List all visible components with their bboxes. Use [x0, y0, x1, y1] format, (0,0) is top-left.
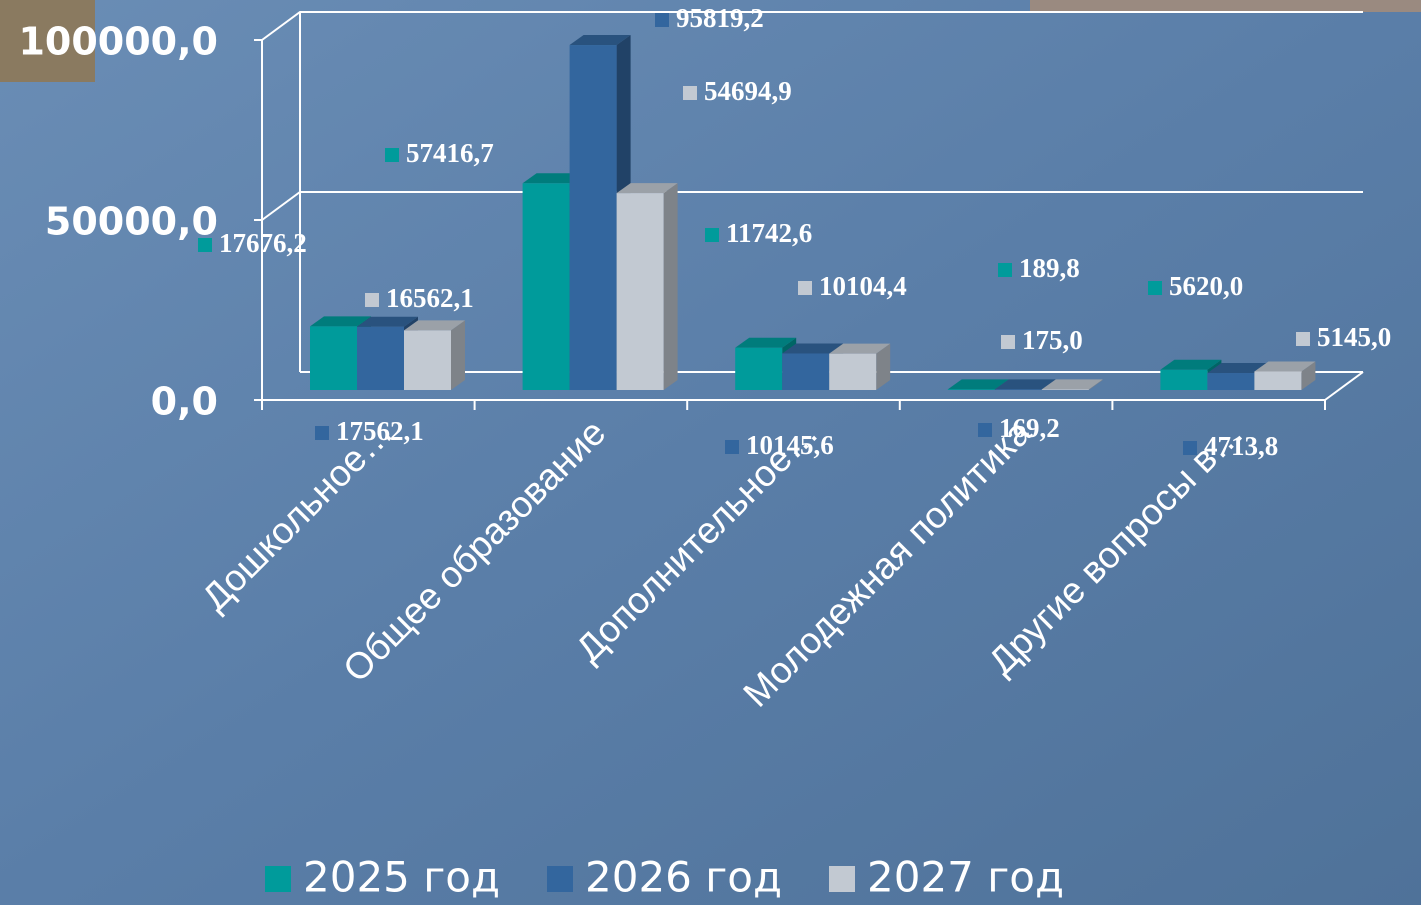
value-label-key [1296, 332, 1310, 346]
value-label: 4713,8 [1204, 431, 1278, 461]
bar-top [947, 379, 1009, 390]
bar-top [1041, 379, 1103, 390]
bar-side [663, 183, 678, 390]
bar [404, 330, 451, 390]
bar [782, 353, 830, 390]
bar-side [1301, 361, 1316, 390]
y-tick-label: 50000,0 [45, 200, 218, 244]
photo-strip [1030, 0, 1421, 12]
bar-top [569, 35, 631, 46]
bar [1254, 371, 1302, 390]
value-label-key [385, 148, 399, 162]
bar [735, 347, 783, 390]
value-label: 10104,4 [819, 271, 907, 301]
value-label: 57416,7 [406, 138, 494, 168]
legend-label: 2026 год [585, 853, 782, 902]
photo-corner [0, 0, 95, 82]
bar [1207, 373, 1255, 390]
grid-line [261, 191, 1363, 221]
bar-side [451, 320, 465, 390]
value-label-key [998, 263, 1012, 277]
bar [522, 183, 570, 390]
value-label-key [198, 238, 212, 252]
legend-key [265, 866, 291, 892]
value-label: 10145,6 [746, 430, 834, 460]
bar [1160, 369, 1208, 390]
value-label: 5620,0 [1169, 271, 1243, 301]
bar [994, 389, 1042, 390]
value-label-key [725, 440, 739, 454]
bar-top [357, 316, 418, 327]
bar-top [994, 379, 1056, 390]
y-tick-label: 0,0 [151, 380, 218, 424]
value-label: 169,2 [999, 413, 1060, 443]
bar-side [876, 343, 891, 390]
value-label: 54694,9 [704, 76, 792, 106]
bar [829, 353, 877, 390]
bar-top [522, 173, 584, 184]
bar-top [1207, 363, 1269, 374]
value-label: 16562,1 [386, 283, 474, 313]
bar [569, 45, 617, 391]
grid-line [261, 11, 1363, 41]
value-label: 11742,6 [726, 218, 812, 248]
bar-top [829, 343, 891, 354]
bar [310, 326, 357, 390]
value-label-key [655, 13, 669, 27]
bar-top [782, 343, 844, 354]
value-label-key [365, 293, 379, 307]
value-label-key [315, 426, 329, 440]
legend-label: 2025 год [303, 853, 500, 902]
value-label: 175,0 [1022, 325, 1083, 355]
bar-top [404, 320, 465, 331]
bar-side [1088, 379, 1103, 390]
bar-top [310, 316, 371, 327]
value-label-key [1001, 335, 1015, 349]
legend-key [547, 866, 573, 892]
value-label: 189,8 [1019, 253, 1080, 283]
legend-key [829, 866, 855, 892]
legend-label: 2027 год [867, 853, 1064, 902]
bar [947, 389, 995, 390]
value-label: 17562,1 [336, 416, 424, 446]
value-label-key [1183, 441, 1197, 455]
bar-top [1160, 359, 1222, 370]
y-tick-label: 100000,0 [18, 20, 218, 64]
value-label-key [978, 423, 992, 437]
value-label: 95819,2 [676, 3, 764, 33]
value-label: 17676,2 [219, 228, 307, 258]
value-label-key [683, 86, 697, 100]
value-label-key [1148, 281, 1162, 295]
value-label-key [705, 228, 719, 242]
bar [616, 193, 664, 390]
bar [357, 326, 404, 390]
bar-top [1254, 361, 1316, 372]
floor-right [1324, 371, 1364, 401]
bar-top [735, 337, 797, 348]
bar-top [616, 183, 678, 194]
value-label-key [798, 281, 812, 295]
bar [1041, 389, 1089, 390]
value-label: 5145,0 [1317, 322, 1391, 352]
